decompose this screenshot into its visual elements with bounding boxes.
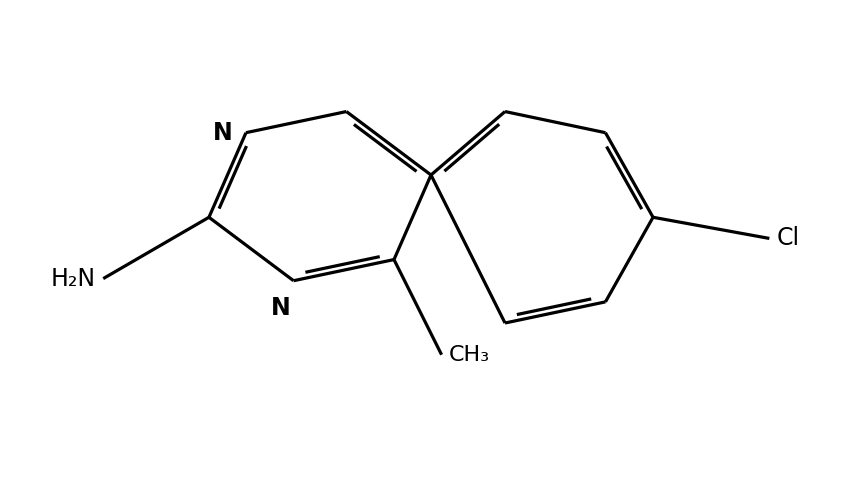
Text: CH₃: CH₃ [449, 345, 490, 365]
Text: N: N [270, 295, 290, 320]
Text: Cl: Cl [776, 227, 799, 250]
Text: N: N [212, 121, 232, 145]
Text: H₂N: H₂N [51, 266, 96, 291]
